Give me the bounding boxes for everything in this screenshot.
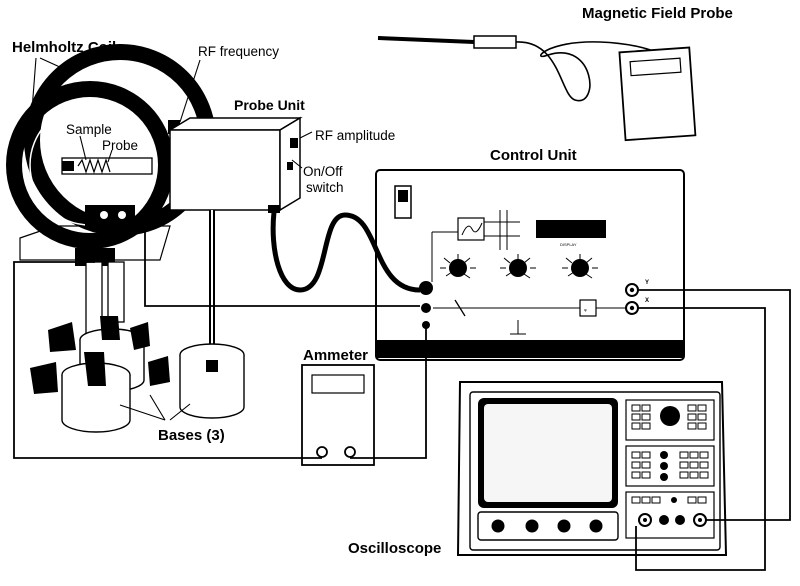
- base-2: [30, 352, 170, 433]
- bases: [30, 316, 245, 433]
- leader-lines: [31, 57, 313, 421]
- coil-stands: [85, 261, 125, 353]
- ammeter-label: Ammeter: [303, 347, 368, 364]
- sample-label: Sample: [66, 122, 112, 137]
- on-off-switch-label-2: switch: [306, 180, 344, 195]
- labels: Helmholtz Coils RF frequency Probe Unit …: [12, 5, 733, 557]
- cables: [13, 211, 791, 571]
- control-knob-2: [500, 254, 536, 279]
- on-off-switch-label-1: On/Off: [303, 164, 343, 179]
- probe-unit-label: Probe Unit: [234, 97, 305, 113]
- probe-unit: [167, 116, 303, 355]
- magnetic-field-probe: [377, 35, 697, 142]
- channel-y-label: Y: [645, 280, 649, 286]
- oscilloscope: [456, 381, 728, 556]
- channel-x-label: X: [645, 298, 649, 304]
- ammeter: [301, 364, 375, 466]
- base-3: [179, 343, 245, 419]
- field-probe-meter: [618, 46, 697, 142]
- probe-label: Probe: [102, 138, 138, 153]
- magnetic-field-probe-label: Magnetic Field Probe: [582, 5, 733, 22]
- oscilloscope-label: Oscilloscope: [348, 540, 441, 557]
- control-knob-3: [562, 254, 598, 279]
- control-unit-label: Control Unit: [490, 147, 577, 164]
- rf-amplitude-label: RF amplitude: [315, 128, 395, 143]
- bases-label: Bases (3): [158, 427, 225, 444]
- rf-frequency-label: RF frequency: [198, 44, 279, 59]
- svg-text:DISPLAY: DISPLAY: [560, 242, 577, 247]
- control-knob-1: [440, 254, 476, 279]
- helmholtz-coils-label: Helmholtz Coils: [12, 39, 125, 56]
- control-unit: DISPLAY φ: [375, 169, 685, 361]
- helmholtz-coils: [6, 44, 216, 266]
- svg-text:φ: φ: [584, 307, 587, 312]
